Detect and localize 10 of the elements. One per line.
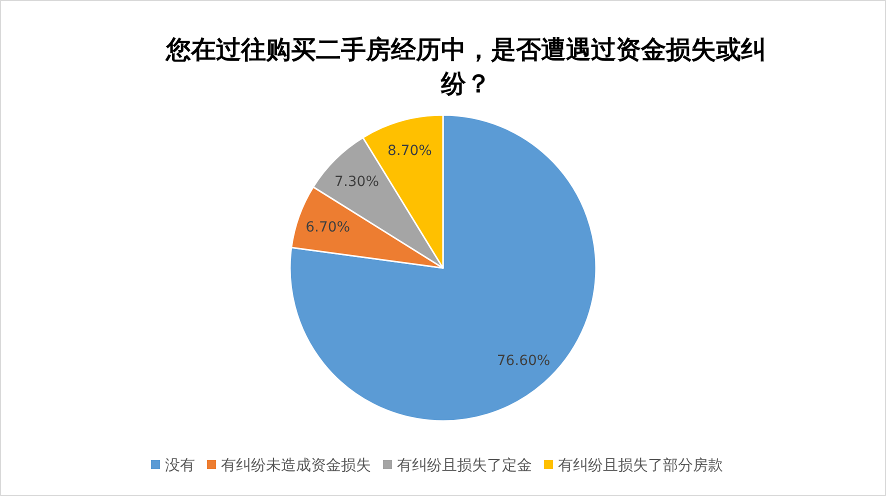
legend-label: 有纠纷未造成资金损失 bbox=[221, 456, 371, 474]
data-label: 76.60% bbox=[496, 353, 550, 370]
pie-slice bbox=[289, 114, 597, 422]
legend-label: 有纠纷且损失了部分房款 bbox=[558, 456, 723, 474]
data-label: 7.30% bbox=[334, 174, 380, 190]
data-label: 8.70% bbox=[387, 143, 432, 160]
legend-label: 有纠纷且损失了定金 bbox=[397, 456, 532, 474]
legend-label: 没有 bbox=[165, 456, 195, 474]
chart-title: 您在过往购买二手房经历中，是否遭遇过资金损失或纠纷？ bbox=[165, 35, 766, 98]
data-label: 6.70% bbox=[306, 219, 350, 236]
